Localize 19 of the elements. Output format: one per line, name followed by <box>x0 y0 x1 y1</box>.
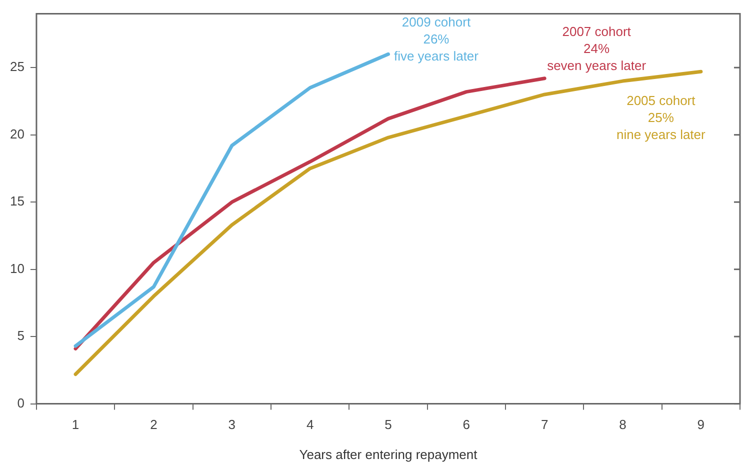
x-tick-label: 5 <box>384 417 392 432</box>
x-tick-label: 3 <box>228 417 236 432</box>
x-tick-label: 9 <box>697 417 705 432</box>
y-tick-label: 20 <box>10 126 24 142</box>
x-axis-title: Years after entering repayment <box>299 446 478 462</box>
x-tick-label: 6 <box>462 417 470 432</box>
y-tick-label: 10 <box>10 260 24 276</box>
x-tick-label: 8 <box>619 417 626 432</box>
x-tick-label: 7 <box>540 417 548 432</box>
x-tick-label: 1 <box>72 417 80 432</box>
annotation: 2009 cohort 26% five years later <box>394 14 480 64</box>
annotation: 2007 cohort 24% seven years later <box>547 24 647 73</box>
y-tick-label: 0 <box>17 395 24 410</box>
annotation: 2005 cohort 25% nine years later <box>616 93 706 142</box>
x-tick-label: 4 <box>306 417 314 432</box>
y-tick-label: 5 <box>17 328 24 344</box>
x-tick-label: 2 <box>150 417 158 432</box>
y-tick-label: 25 <box>10 59 24 74</box>
y-tick-label: 15 <box>10 194 24 209</box>
